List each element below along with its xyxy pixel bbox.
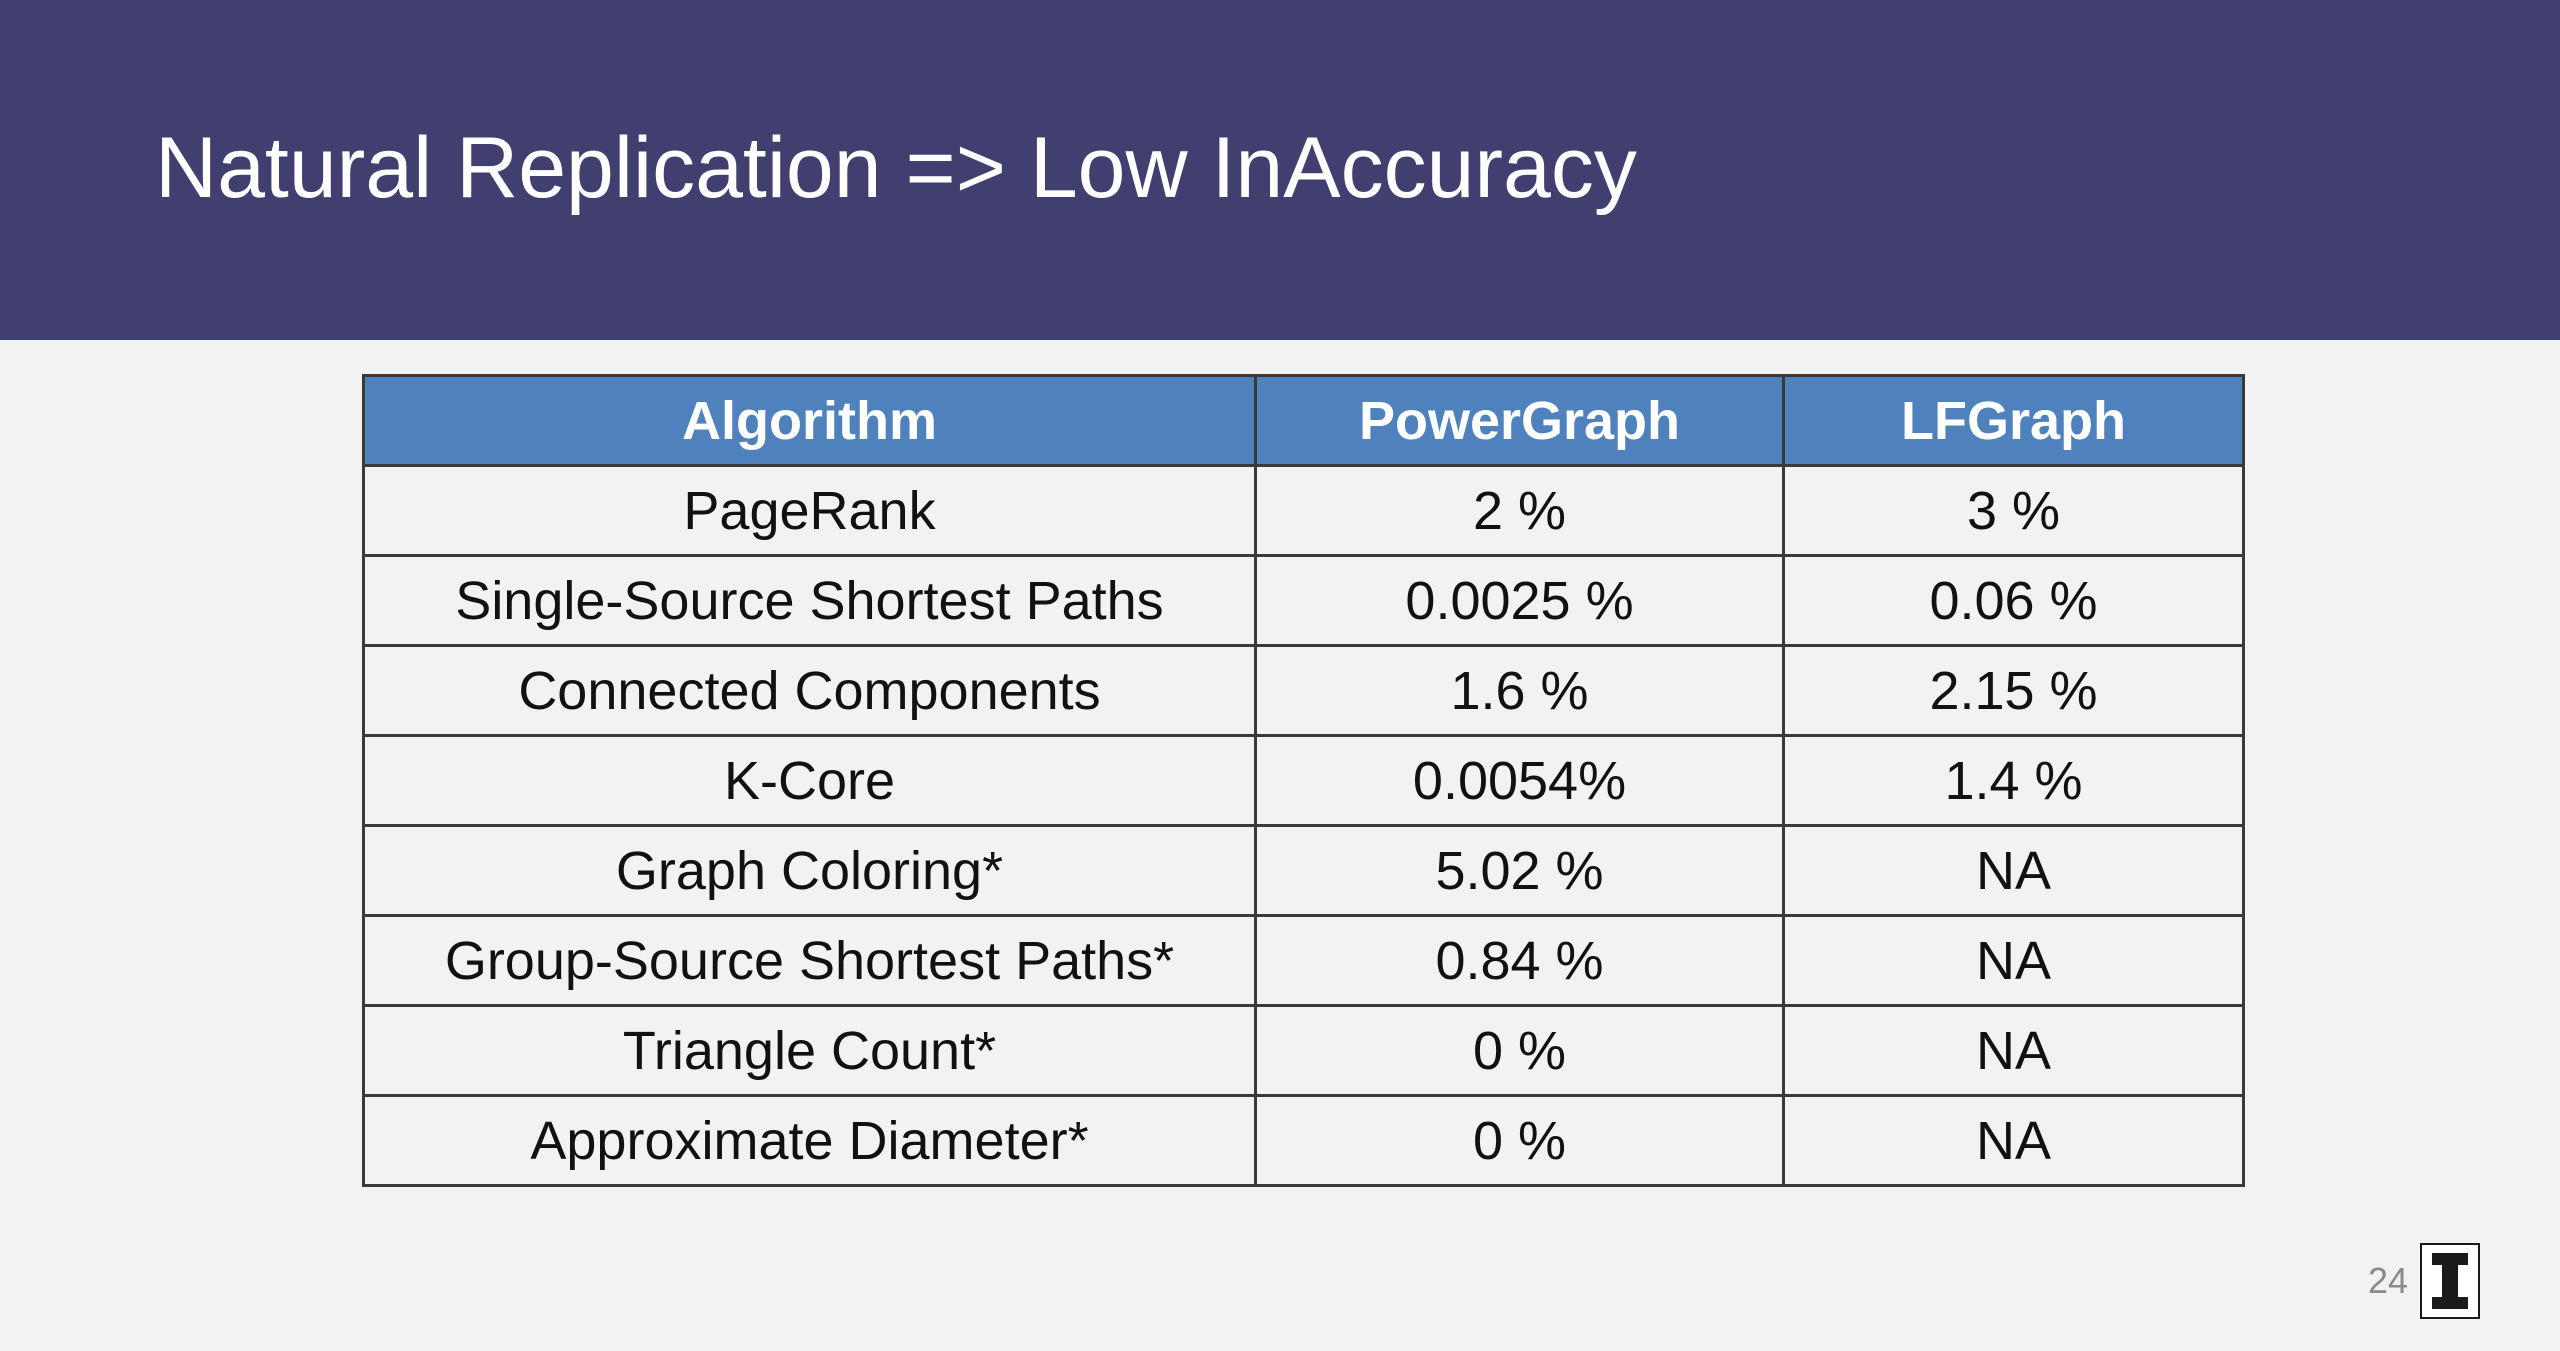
cell-lfgraph: NA bbox=[1782, 914, 2245, 1007]
cell-lfgraph: 3 % bbox=[1782, 464, 2245, 557]
cell-lfgraph: NA bbox=[1782, 1094, 2245, 1187]
title-band: Natural Replication => Low InAccuracy bbox=[0, 0, 2560, 340]
results-table: Algorithm PowerGraph LFGraph PageRank 2 … bbox=[362, 374, 2245, 1187]
cell-powergraph: 0.0054% bbox=[1254, 734, 1785, 827]
results-table-container: Algorithm PowerGraph LFGraph PageRank 2 … bbox=[362, 374, 2245, 1187]
header-powergraph: PowerGraph bbox=[1254, 374, 1785, 467]
slide-footer: 24 bbox=[2367, 1241, 2482, 1321]
header-algorithm: Algorithm bbox=[362, 374, 1257, 467]
cell-algorithm: Connected Components bbox=[362, 644, 1257, 737]
cell-powergraph: 5.02 % bbox=[1254, 824, 1785, 917]
cell-lfgraph: NA bbox=[1782, 824, 2245, 917]
table-row: Connected Components 1.6 % 2.15 % bbox=[362, 644, 2245, 737]
cell-lfgraph: NA bbox=[1782, 1004, 2245, 1097]
table-row: Triangle Count* 0 % NA bbox=[362, 1004, 2245, 1097]
table-row: Approximate Diameter* 0 % NA bbox=[362, 1094, 2245, 1187]
cell-algorithm: PageRank bbox=[362, 464, 1257, 557]
cell-algorithm: Approximate Diameter* bbox=[362, 1094, 1257, 1187]
table-row: Single-Source Shortest Paths 0.0025 % 0.… bbox=[362, 554, 2245, 647]
cell-algorithm: K-Core bbox=[362, 734, 1257, 827]
slide-title: Natural Replication => Low InAccuracy bbox=[155, 120, 1637, 216]
cell-powergraph: 2 % bbox=[1254, 464, 1785, 557]
header-lfgraph: LFGraph bbox=[1782, 374, 2245, 467]
cell-algorithm: Single-Source Shortest Paths bbox=[362, 554, 1257, 647]
table-header-row: Algorithm PowerGraph LFGraph bbox=[362, 374, 2245, 467]
cell-powergraph: 0 % bbox=[1254, 1094, 1785, 1187]
cell-powergraph: 1.6 % bbox=[1254, 644, 1785, 737]
cell-powergraph: 0.0025 % bbox=[1254, 554, 1785, 647]
table-row: PageRank 2 % 3 % bbox=[362, 464, 2245, 557]
cell-lfgraph: 0.06 % bbox=[1782, 554, 2245, 647]
cell-lfgraph: 2.15 % bbox=[1782, 644, 2245, 737]
cell-algorithm: Graph Coloring* bbox=[362, 824, 1257, 917]
cell-powergraph: 0 % bbox=[1254, 1004, 1785, 1097]
cell-algorithm: Triangle Count* bbox=[362, 1004, 1257, 1097]
block-i-logo-icon bbox=[2418, 1241, 2482, 1321]
table-row: Graph Coloring* 5.02 % NA bbox=[362, 824, 2245, 917]
cell-lfgraph: 1.4 % bbox=[1782, 734, 2245, 827]
table-row: K-Core 0.0054% 1.4 % bbox=[362, 734, 2245, 827]
cell-powergraph: 0.84 % bbox=[1254, 914, 1785, 1007]
table-row: Group-Source Shortest Paths* 0.84 % NA bbox=[362, 914, 2245, 1007]
cell-algorithm: Group-Source Shortest Paths* bbox=[362, 914, 1257, 1007]
page-number: 24 bbox=[2367, 1260, 2408, 1301]
